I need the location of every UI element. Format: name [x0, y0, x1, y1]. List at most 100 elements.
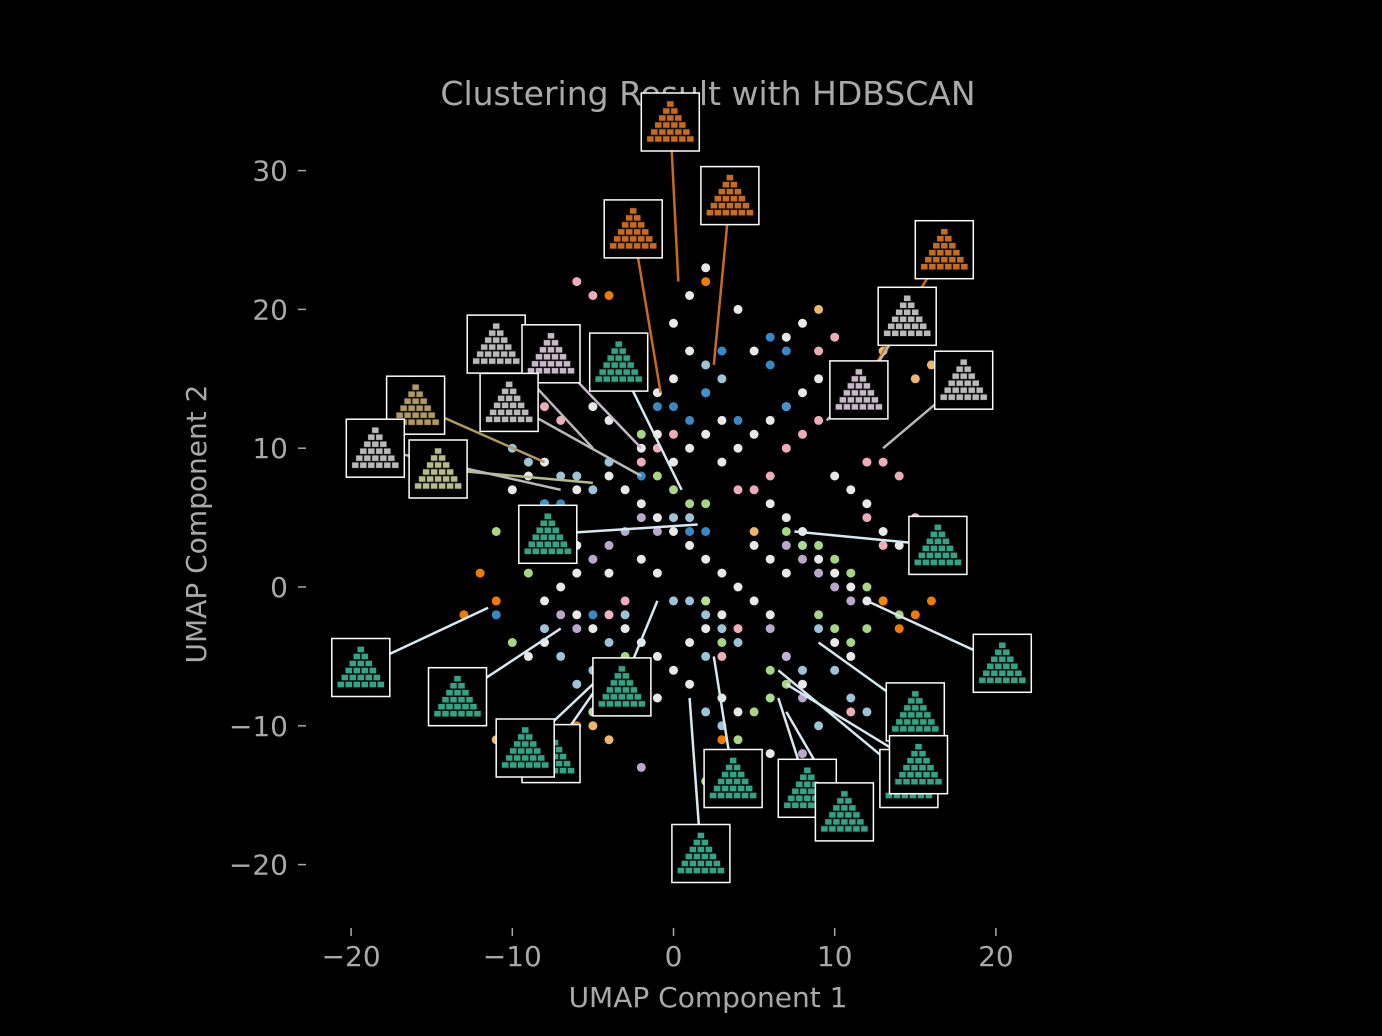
pyramid-cube [434, 475, 442, 483]
pyramid-cube [891, 315, 900, 323]
pyramid-cube [738, 209, 746, 216]
pyramid-cube [606, 368, 615, 376]
pyramid-cube [344, 667, 353, 674]
pyramid-cube [529, 740, 538, 748]
thumbnail-image [427, 666, 488, 727]
pyramid-cube [689, 860, 697, 867]
pyramid-cube [537, 754, 546, 762]
pyramid-cube [730, 209, 738, 216]
scatter-point [846, 638, 856, 647]
scatter-point [749, 346, 759, 356]
pyramid-cube [824, 818, 833, 826]
pyramid-cube [493, 402, 501, 409]
scatter-point [765, 610, 775, 620]
pyramid-cube [610, 375, 619, 383]
pyramid-cube [505, 409, 513, 416]
pyramid-cube [633, 214, 642, 222]
pyramid-cube [449, 696, 458, 704]
pyramid-cube [994, 662, 1003, 670]
scatter-point [781, 513, 791, 523]
scatter-point [830, 624, 840, 634]
pyramid-cube [504, 343, 513, 351]
scatter-point [862, 582, 872, 592]
scatter-point [685, 513, 695, 523]
scatter-point [540, 596, 549, 606]
pyramid-cube [630, 368, 639, 376]
pyramid-cube [637, 221, 646, 229]
scatter-point [830, 568, 840, 578]
pyramid-cube [674, 114, 683, 122]
pyramid-cube [533, 747, 542, 755]
pyramid-cube [982, 669, 991, 677]
scatter-point [604, 610, 614, 620]
pyramid-cube [887, 322, 896, 330]
pyramid-cube [936, 235, 945, 242]
pyramid-cube [670, 121, 679, 129]
scatter-point [604, 540, 614, 550]
y-tick-label: 0 [270, 571, 288, 604]
pyramid-cube [915, 711, 924, 719]
pyramid-cube [709, 792, 717, 799]
pyramid-cube [626, 679, 634, 687]
scatter-point [652, 402, 662, 412]
scatter-point [910, 610, 920, 620]
scatter-point [588, 624, 598, 634]
pyramid-cube [547, 332, 555, 340]
pyramid-cube [914, 771, 923, 779]
pyramid-cube [505, 754, 514, 762]
pyramid-cube [994, 648, 1003, 656]
pyramid-cube [942, 552, 950, 559]
scatter-point [814, 624, 824, 634]
pyramid-cube [438, 468, 446, 476]
pyramid-cube [832, 818, 841, 826]
pyramid-cube [915, 725, 924, 733]
pyramid-cube [930, 559, 938, 566]
pyramid-cube [525, 416, 533, 423]
scatter-point [604, 638, 614, 647]
pyramid-cube [427, 411, 436, 419]
x-tick-label: 20 [978, 940, 1014, 973]
pyramid-cube [563, 360, 571, 368]
pyramid-cube [799, 773, 808, 781]
pyramid-cube [903, 308, 912, 316]
pyramid-cube [340, 674, 349, 681]
x-tick-label: −10 [483, 940, 542, 973]
pyramid-cube [543, 339, 551, 347]
pyramid-cube [944, 263, 953, 270]
pyramid-cube [710, 202, 718, 209]
pyramid-cube [488, 329, 497, 337]
pyramid-cube [851, 375, 859, 383]
scatter-point [846, 651, 856, 661]
scatter-point [669, 429, 678, 439]
scatter-point [749, 540, 759, 550]
pyramid-cube [493, 416, 501, 423]
thumbnail-image [640, 92, 701, 152]
scatter-point [685, 527, 695, 536]
pyramid-cube [368, 667, 377, 674]
scatter-point [765, 332, 775, 342]
pyramid-cube [614, 354, 623, 362]
pyramid-cube [543, 526, 552, 534]
pyramid-cube [986, 676, 995, 684]
pyramid-cube [501, 761, 510, 769]
pyramid-cube [689, 846, 697, 853]
pyramid-cube [610, 693, 618, 701]
pyramid-cube [535, 367, 543, 375]
pyramid-cube [441, 710, 450, 718]
scatter-point [572, 485, 582, 495]
pyramid-cube [449, 682, 458, 690]
pyramid-cube [942, 538, 950, 545]
scatter-point [523, 651, 533, 661]
pyramid-cube [629, 235, 638, 243]
pyramid-cube [975, 386, 984, 394]
thumbnail-image [495, 718, 555, 778]
pyramid-cube [430, 468, 438, 476]
pyramid-cube [922, 545, 930, 552]
pyramid-cube [967, 386, 976, 394]
pyramid-cube [998, 655, 1007, 663]
scatter-point [652, 568, 662, 578]
scatter-point [830, 582, 840, 592]
pyramid-cube [517, 747, 526, 755]
scatter-point [701, 707, 711, 717]
y-axis: −20 −10 0 10 20 30 [229, 155, 306, 882]
